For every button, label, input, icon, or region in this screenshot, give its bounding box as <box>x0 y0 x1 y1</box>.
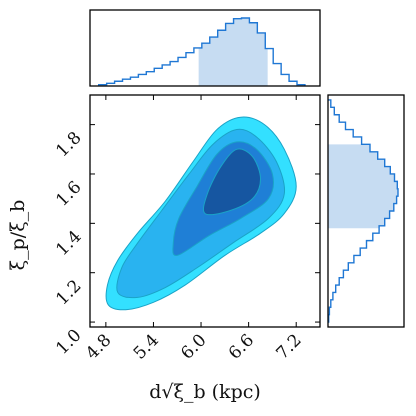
main-frame <box>89 94 321 328</box>
y-marginal-histogram <box>327 94 405 328</box>
y-axis-label: ξ_p/ξ_b <box>7 200 29 271</box>
x-axis-label: d√ξ_b (kpc) <box>149 381 261 403</box>
x-tick-label: 4.8 <box>82 330 115 363</box>
right-frame <box>327 94 405 328</box>
x-tick-label: 6.0 <box>177 330 210 363</box>
x-marginal-step-line <box>98 17 306 86</box>
x-marginal-histogram <box>89 9 321 87</box>
y-marginal-credible-region <box>328 144 398 229</box>
y-tick-label: 1.4 <box>52 227 85 260</box>
y-marginal-step-line <box>328 99 399 323</box>
joint-contour-panel <box>89 94 321 328</box>
y-tick-label: 1.2 <box>52 276 85 309</box>
y-tick-label: 1.8 <box>52 128 85 161</box>
y-tick-label: 1.0 <box>52 325 85 358</box>
x-tick-label: 6.6 <box>225 330 258 363</box>
x-marginal-credible-region <box>198 18 268 86</box>
top-frame <box>89 9 321 87</box>
y-tick-label: 1.6 <box>52 177 85 210</box>
x-tick-label: 5.4 <box>130 330 163 363</box>
contour-inner <box>202 148 262 216</box>
x-tick-label: 7.2 <box>272 330 305 363</box>
